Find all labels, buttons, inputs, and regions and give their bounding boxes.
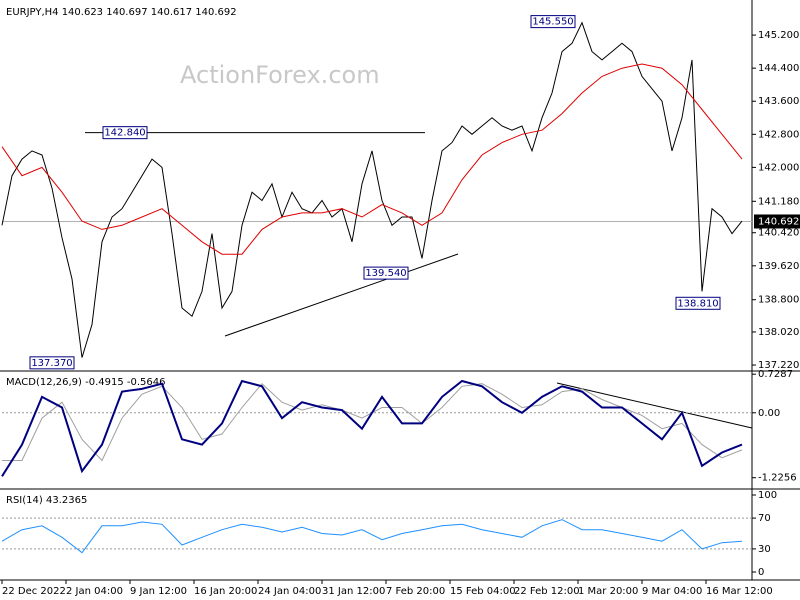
panel-title: MACD(12,26,9) -0.4915 -0.5646 <box>6 377 166 388</box>
y-tick-label: 0.00 <box>758 408 780 419</box>
y-tick-label: 0.7287 <box>758 369 793 380</box>
x-tick-label: 22 Feb 12:00 <box>514 586 580 597</box>
series-line <box>1 63 743 255</box>
x-tick-label: 24 Jan 04:00 <box>258 586 321 597</box>
price-annotation: 142.840 <box>104 128 145 139</box>
y-tick-label: 144.400 <box>758 63 799 74</box>
y-tick-label: 145.200 <box>758 30 799 41</box>
x-tick-label: 9 Jan 12:00 <box>130 586 187 597</box>
y-tick-label: 100 <box>758 490 777 501</box>
y-tick-label: 143.600 <box>758 96 799 107</box>
y-tick-label: 138.020 <box>758 327 799 338</box>
price-annotation: 139.540 <box>365 268 406 279</box>
price-annotation-box <box>675 296 721 310</box>
x-tick-label: 16 Jan 20:00 <box>194 586 257 597</box>
x-tick-label: 9 Mar 04:00 <box>642 586 702 597</box>
price-annotation: 137.370 <box>31 358 72 369</box>
price-annotation: 145.550 <box>532 17 573 28</box>
panel-title: RSI(14) 43.2365 <box>6 495 87 506</box>
x-tick-label: 1 Mar 20:00 <box>578 586 638 597</box>
x-tick-label: 16 Mar 12:00 <box>706 586 773 597</box>
macd-trendline <box>556 382 753 429</box>
series-line <box>1 519 743 554</box>
price-annotation-box <box>530 15 576 29</box>
y-tick-label: 142.800 <box>758 129 799 140</box>
series-line <box>1 379 743 477</box>
y-tick-label: 0 <box>758 567 764 578</box>
y-tick-label: 141.180 <box>758 196 799 207</box>
y-tick-label: 142.000 <box>758 162 799 173</box>
y-tick-label: 140.420 <box>758 228 799 239</box>
x-tick-label: 15 Feb 04:00 <box>450 586 516 597</box>
price-annotation-box <box>363 266 409 280</box>
y-tick-label: 139.620 <box>758 261 799 272</box>
price-annotation-box <box>29 356 75 370</box>
y-tick-label: 138.800 <box>758 295 799 306</box>
y-tick-label: -1.2256 <box>758 473 797 484</box>
x-tick-label: 22 Dec 2022 <box>2 586 66 597</box>
last-price-label: 140.692 <box>758 216 799 227</box>
panel-title: EURJPY,H4 140.623 140.697 140.617 140.69… <box>6 7 237 18</box>
watermark: ActionForex.com <box>180 61 380 89</box>
y-tick-label: 137.220 <box>758 360 799 371</box>
series-line <box>1 21 743 358</box>
last-price-box <box>754 214 800 229</box>
y-tick-label: 30 <box>758 544 771 555</box>
support-trendline <box>224 253 459 337</box>
x-tick-label: 31 Jan 12:00 <box>322 586 385 597</box>
price-annotation-box <box>102 126 148 140</box>
x-tick-label: 7 Feb 20:00 <box>386 586 445 597</box>
y-tick-label: 70 <box>758 513 771 524</box>
x-tick-label: 2 Jan 04:00 <box>66 586 123 597</box>
price-annotation: 138.810 <box>677 298 718 309</box>
